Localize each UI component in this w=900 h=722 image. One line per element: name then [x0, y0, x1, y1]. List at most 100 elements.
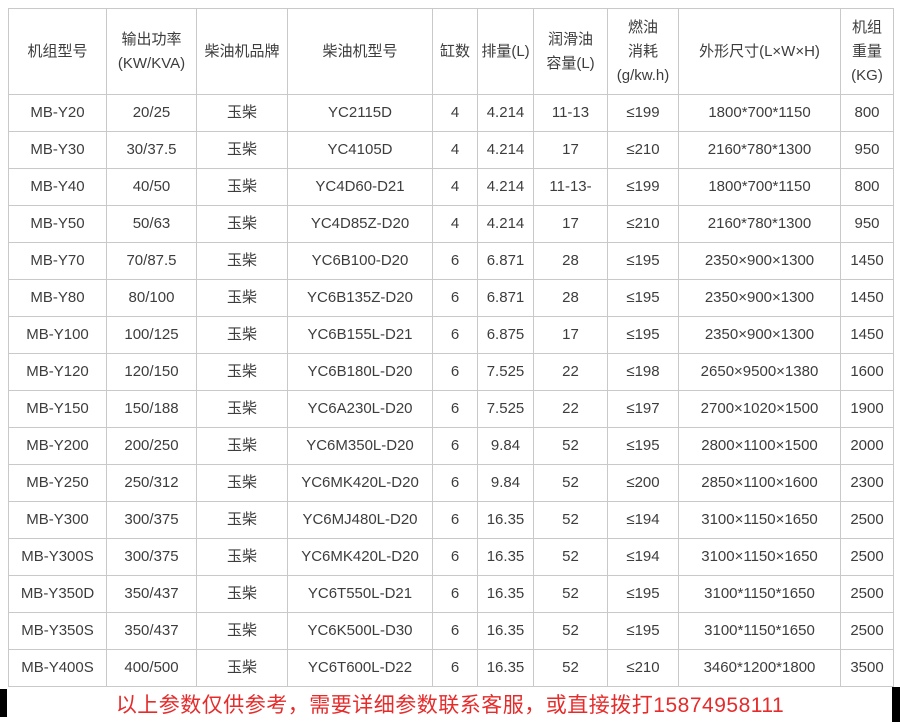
cell-unit-weight: 1450: [840, 279, 894, 317]
cell-output-power: 350/437: [106, 575, 197, 613]
cell-output-power: 120/150: [106, 353, 197, 391]
table-row: MB-Y50 50/63 玉柴 YC4D85Z-D20 4 4.214 17 ≤210 2160…: [8, 205, 894, 243]
cell-fuel-consumption: ≤195: [607, 427, 679, 465]
cell-engine-model: YC6MK420L-D20: [287, 538, 433, 576]
cell-output-power: 300/375: [106, 501, 197, 539]
cell-cylinders: 6: [432, 242, 478, 280]
cell-displacement: 16.35: [477, 649, 534, 687]
cell-unit-model: MB-Y100: [8, 316, 107, 354]
cell-unit-weight: 1600: [840, 353, 894, 391]
cell-unit-model: MB-Y50: [8, 205, 107, 243]
column-header-cylinders: 缸数: [432, 8, 478, 95]
cell-engine-brand: 玉柴: [196, 242, 288, 280]
cell-output-power: 80/100: [106, 279, 197, 317]
cell-lube-oil-capacity: 17: [533, 131, 608, 169]
cell-dimensions: 2850×1100×1600: [678, 464, 841, 502]
table-row: MB-Y70 70/87.5 玉柴 YC6B100-D20 6 6.871 28 ≤195 23…: [8, 242, 894, 280]
cell-engine-brand: 玉柴: [196, 131, 288, 169]
cell-engine-model: YC2115D: [287, 94, 433, 132]
cell-unit-model: MB-Y20: [8, 94, 107, 132]
cell-lube-oil-capacity: 17: [533, 205, 608, 243]
cell-output-power: 30/37.5: [106, 131, 197, 169]
cell-engine-model: YC6B155L-D21: [287, 316, 433, 354]
cell-engine-model: YC6B135Z-D20: [287, 279, 433, 317]
column-header-lube-oil-capacity: 润滑油 容量(L): [533, 8, 608, 95]
cell-displacement: 9.84: [477, 464, 534, 502]
cell-lube-oil-capacity: 28: [533, 279, 608, 317]
cell-dimensions: 2350×900×1300: [678, 279, 841, 317]
cell-cylinders: 6: [432, 538, 478, 576]
cell-unit-weight: 2300: [840, 464, 894, 502]
cell-displacement: 6.871: [477, 279, 534, 317]
cell-engine-brand: 玉柴: [196, 427, 288, 465]
cell-dimensions: 2700×1020×1500: [678, 390, 841, 428]
cell-unit-weight: 2500: [840, 501, 894, 539]
cell-output-power: 250/312: [106, 464, 197, 502]
cell-cylinders: 6: [432, 279, 478, 317]
cell-engine-brand: 玉柴: [196, 649, 288, 687]
cell-unit-model: MB-Y400S: [8, 649, 107, 687]
left-black-bar: [0, 689, 7, 717]
cell-lube-oil-capacity: 22: [533, 390, 608, 428]
cell-cylinders: 6: [432, 575, 478, 613]
cell-displacement: 16.35: [477, 575, 534, 613]
cell-lube-oil-capacity: 17: [533, 316, 608, 354]
cell-unit-weight: 1900: [840, 390, 894, 428]
cell-displacement: 9.84: [477, 427, 534, 465]
cell-lube-oil-capacity: 52: [533, 464, 608, 502]
cell-unit-model: MB-Y80: [8, 279, 107, 317]
cell-cylinders: 6: [432, 316, 478, 354]
cell-dimensions: 3100×1150×1650: [678, 538, 841, 576]
table-row: MB-Y200 200/250 玉柴 YC6M350L-D20 6 9.84 52 ≤195 2…: [8, 427, 894, 465]
cell-engine-model: YC6T600L-D22: [287, 649, 433, 687]
cell-cylinders: 4: [432, 94, 478, 132]
table-row: MB-Y300 300/375 玉柴 YC6MJ480L-D20 6 16.35 52 ≤19…: [8, 501, 894, 539]
cell-engine-model: YC4D85Z-D20: [287, 205, 433, 243]
cell-dimensions: 2800×1100×1500: [678, 427, 841, 465]
cell-displacement: 16.35: [477, 501, 534, 539]
cell-dimensions: 2350×900×1300: [678, 242, 841, 280]
cell-fuel-consumption: ≤200: [607, 464, 679, 502]
cell-lube-oil-capacity: 11-13-: [533, 168, 608, 206]
cell-fuel-consumption: ≤199: [607, 168, 679, 206]
cell-displacement: 4.214: [477, 94, 534, 132]
footer-band: 以上参数仅供参考，需要详细参数联系客服，或直接拨打15874958111: [0, 687, 900, 721]
cell-dimensions: 3100*1150*1650: [678, 612, 841, 650]
cell-engine-brand: 玉柴: [196, 353, 288, 391]
cell-displacement: 6.875: [477, 316, 534, 354]
cell-dimensions: 1800*700*1150: [678, 168, 841, 206]
table-row: MB-Y40 40/50 玉柴 YC4D60-D21 4 4.214 11-13- ≤199 1…: [8, 168, 894, 206]
cell-fuel-consumption: ≤194: [607, 501, 679, 539]
cell-lube-oil-capacity: 52: [533, 427, 608, 465]
column-header-fuel-consumption: 燃油 消耗 (g/kw.h): [607, 8, 679, 95]
table-row: MB-Y20 20/25 玉柴 YC2115D 4 4.214 11-13 ≤199 1800*…: [8, 94, 894, 132]
cell-lube-oil-capacity: 22: [533, 353, 608, 391]
header-row: 机组型号 输出功率 (KW/KVA) 柴油机品牌 柴油机型号 缸数 排量(L) 润滑油 容量…: [8, 8, 894, 95]
cell-unit-weight: 2500: [840, 575, 894, 613]
cell-unit-weight: 1450: [840, 242, 894, 280]
cell-unit-model: MB-Y200: [8, 427, 107, 465]
cell-engine-brand: 玉柴: [196, 538, 288, 576]
cell-engine-brand: 玉柴: [196, 316, 288, 354]
cell-engine-brand: 玉柴: [196, 464, 288, 502]
cell-output-power: 40/50: [106, 168, 197, 206]
table-row: MB-Y120 120/150 玉柴 YC6B180L-D20 6 7.525 22 ≤198…: [8, 353, 894, 391]
cell-cylinders: 6: [432, 427, 478, 465]
table-row: MB-Y350S 350/437 玉柴 YC6K500L-D30 6 16.35 52 ≤19…: [8, 612, 894, 650]
cell-engine-model: YC6T550L-D21: [287, 575, 433, 613]
cell-unit-weight: 2000: [840, 427, 894, 465]
cell-unit-model: MB-Y300S: [8, 538, 107, 576]
cell-engine-model: YC6MJ480L-D20: [287, 501, 433, 539]
cell-dimensions: 3460*1200*1800: [678, 649, 841, 687]
cell-lube-oil-capacity: 52: [533, 501, 608, 539]
cell-fuel-consumption: ≤198: [607, 353, 679, 391]
cell-cylinders: 6: [432, 649, 478, 687]
cell-output-power: 20/25: [106, 94, 197, 132]
cell-lube-oil-capacity: 52: [533, 575, 608, 613]
table-row: MB-Y400S 400/500 玉柴 YC6T600L-D22 6 16.35 52 ≤21…: [8, 649, 894, 687]
cell-unit-model: MB-Y350S: [8, 612, 107, 650]
cell-output-power: 400/500: [106, 649, 197, 687]
cell-cylinders: 6: [432, 501, 478, 539]
cell-cylinders: 4: [432, 205, 478, 243]
cell-displacement: 4.214: [477, 131, 534, 169]
